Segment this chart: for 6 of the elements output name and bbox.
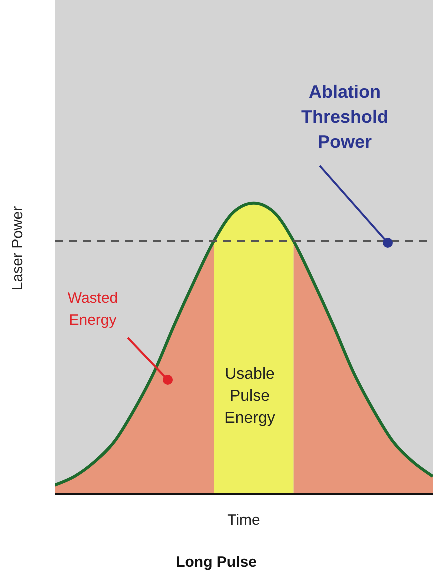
x-axis-title: Time [226,512,262,529]
y-axis-title: Laser Power [10,205,26,293]
ref-line-label: Ablation Threshold Power [300,81,390,154]
annotation: Wasted Energy [66,289,120,331]
text: Long Pulse [175,553,258,573]
annotation: Usable Pulse Energy [224,365,276,429]
